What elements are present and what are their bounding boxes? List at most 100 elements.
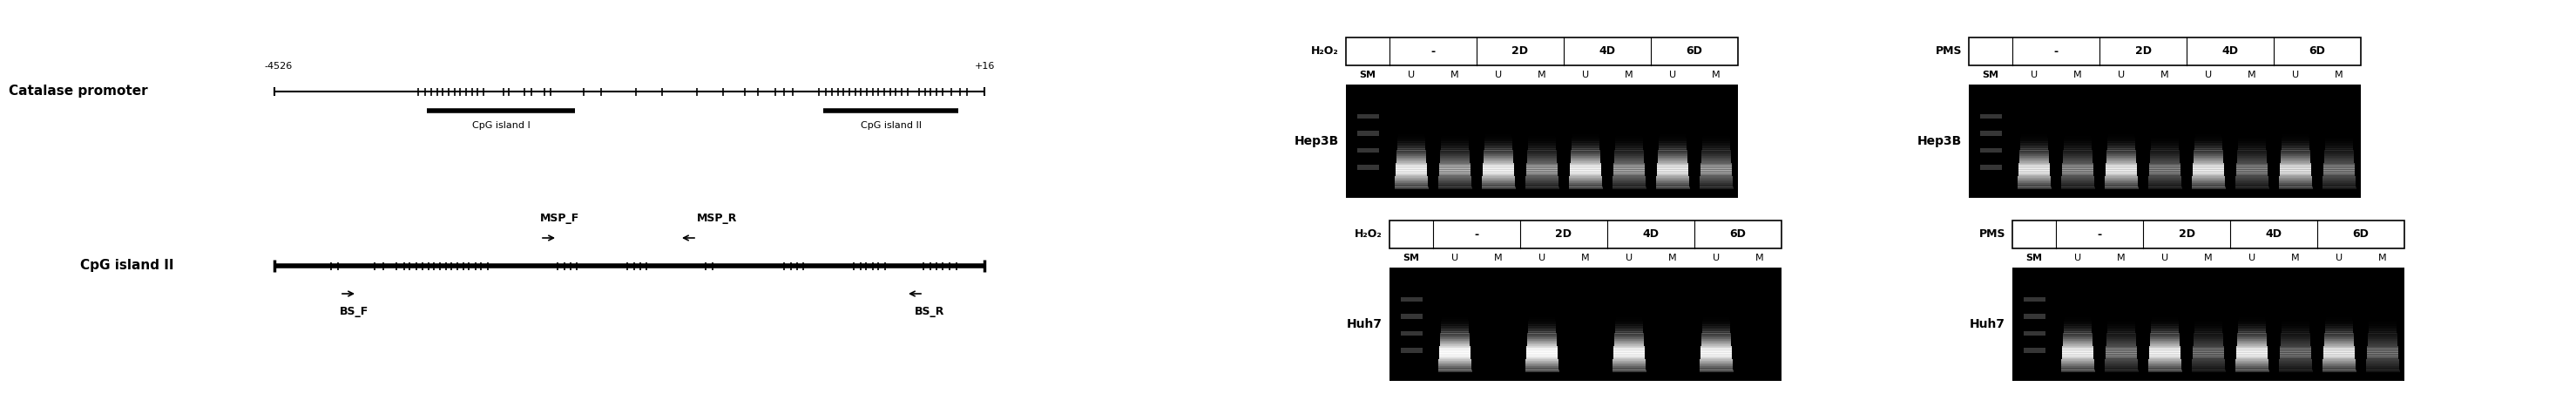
Bar <box>2239 134 2264 136</box>
Bar <box>2236 172 2267 174</box>
Bar <box>1440 332 1468 334</box>
Bar <box>1615 158 1643 160</box>
Bar <box>2324 342 2354 344</box>
Bar <box>1700 158 1731 160</box>
Bar <box>2367 359 2398 361</box>
Bar <box>1525 353 1558 356</box>
Bar <box>2282 315 2308 318</box>
Bar <box>2107 337 2136 339</box>
Bar <box>1700 348 1731 350</box>
Bar <box>1401 348 1422 353</box>
Bar <box>2197 116 2221 118</box>
Bar <box>1440 166 1471 169</box>
Bar <box>1440 152 1468 154</box>
Bar <box>2192 362 2226 365</box>
Bar <box>1659 130 1685 132</box>
Bar <box>2324 361 2354 363</box>
Bar <box>2020 154 2048 156</box>
Bar <box>2192 355 2223 357</box>
Bar <box>2370 320 2396 323</box>
Bar <box>2326 121 2352 123</box>
Bar <box>1443 123 1468 125</box>
Bar <box>1613 161 1643 164</box>
Bar <box>1528 341 1556 343</box>
Bar <box>2063 348 2094 350</box>
Bar <box>1484 149 1512 151</box>
Bar <box>1700 351 1731 354</box>
Bar <box>2107 335 2136 337</box>
Bar <box>2105 357 2138 359</box>
Bar <box>1396 154 1427 156</box>
Bar <box>1394 181 1427 183</box>
Bar <box>1440 170 1471 173</box>
Bar <box>2061 351 2094 354</box>
Bar <box>2061 362 2094 365</box>
Bar <box>1525 174 1558 176</box>
Bar <box>2063 337 2092 339</box>
Bar <box>1700 168 1731 171</box>
Bar <box>2066 299 2089 301</box>
Bar <box>2195 337 2223 339</box>
Bar <box>2110 304 2133 306</box>
Bar <box>2236 361 2269 363</box>
Bar <box>1615 134 1643 136</box>
Bar <box>2105 174 2138 176</box>
Bar <box>1703 149 1731 151</box>
Bar <box>1615 330 1643 332</box>
Bar <box>2192 179 2226 181</box>
Bar <box>2063 346 2094 348</box>
Bar <box>2282 125 2308 127</box>
Bar <box>2061 368 2094 370</box>
Bar <box>1571 141 1600 144</box>
Bar <box>1358 165 1378 169</box>
Bar <box>1703 303 1728 305</box>
Bar <box>2282 145 2311 147</box>
Bar <box>2151 132 2177 135</box>
Bar <box>2370 299 2396 301</box>
Bar <box>2324 178 2354 180</box>
Bar <box>2061 185 2094 187</box>
Bar <box>1484 166 1515 169</box>
Bar <box>1613 364 1646 366</box>
Bar <box>2367 350 2398 352</box>
Bar <box>2282 308 2308 310</box>
Bar <box>2154 123 2177 125</box>
Bar <box>2192 172 2223 174</box>
Bar <box>2154 306 2177 308</box>
Bar <box>2365 370 2401 372</box>
Bar <box>2195 130 2221 132</box>
Bar <box>1700 353 1731 356</box>
Bar <box>2110 303 2133 305</box>
Bar <box>2012 221 2403 248</box>
Text: M: M <box>1713 71 1721 79</box>
Bar <box>1437 362 1471 365</box>
Bar <box>1659 136 1687 138</box>
Bar <box>1440 168 1471 171</box>
Bar <box>1440 156 1471 158</box>
Bar <box>2282 304 2308 306</box>
Bar <box>2148 351 2179 354</box>
Bar <box>2280 351 2311 354</box>
Bar <box>1437 361 1471 363</box>
Bar <box>1440 163 1471 165</box>
Bar <box>1528 156 1556 158</box>
Bar <box>1345 84 1739 198</box>
Bar <box>1525 368 1558 370</box>
Bar <box>1615 320 1643 323</box>
Bar <box>2063 156 2092 158</box>
Bar <box>2105 366 2138 368</box>
Bar <box>1440 346 1471 348</box>
Bar <box>2017 172 2050 174</box>
Bar <box>1440 323 1468 325</box>
Bar <box>1388 221 1783 248</box>
Bar <box>2110 118 2133 120</box>
Bar <box>2063 341 2092 343</box>
Bar <box>1399 130 1425 132</box>
Bar <box>2151 313 2177 315</box>
Bar <box>2239 120 2264 122</box>
Bar <box>2324 364 2354 366</box>
Bar <box>1394 185 1427 187</box>
Bar <box>1659 145 1687 147</box>
Bar <box>2282 319 2308 321</box>
Bar <box>2192 359 2226 361</box>
